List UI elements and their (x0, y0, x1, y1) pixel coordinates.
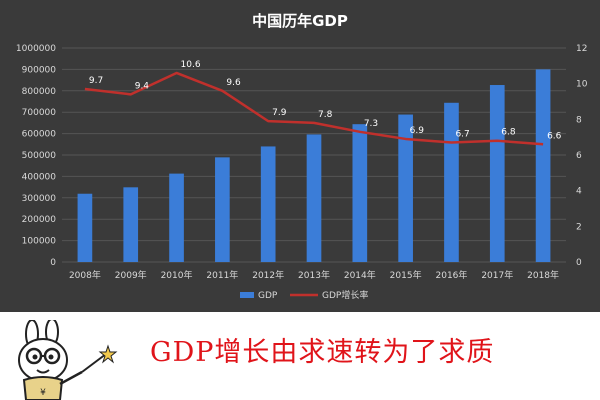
svg-text:¥: ¥ (40, 388, 46, 398)
y-left-tick-label: 700000 (22, 108, 57, 118)
gdp-bar (260, 146, 276, 262)
growth-line: 9.7 9.4 10.6 9.6 7.9 7.8 7.3 6.9 6.7 6.8 6.6 (84, 60, 562, 146)
y-left-tick-label: 400000 (22, 172, 57, 182)
legend-label-gdp: GDP (258, 291, 278, 301)
gdp-bar (444, 102, 459, 262)
growth-data-label: 9.6 (226, 78, 241, 88)
y-right-tick-label: 4 (576, 187, 582, 197)
y-left-tick-label: 0 (50, 258, 56, 268)
gdp-bars (77, 69, 551, 263)
x-tick-label: 2013年 (298, 269, 330, 281)
legend-swatch-gdp (240, 292, 254, 298)
y-right-tick-label: 6 (576, 151, 582, 161)
chart-title: 中国历年GDP (252, 12, 348, 30)
x-tick-label: 2009年 (115, 269, 147, 281)
gdp-bar (398, 114, 413, 262)
y-left-tick-label: 1000000 (16, 44, 56, 54)
growth-rate-line (84, 71, 544, 146)
growth-data-label: 9.4 (135, 81, 150, 91)
y-right-tick-label: 2 (576, 222, 582, 232)
growth-data-label: 7.8 (318, 110, 333, 120)
gdp-bar (306, 134, 322, 262)
growth-data-label: 7.9 (272, 108, 287, 118)
caption-text: GDP增长由求速转为了求质 (150, 337, 495, 368)
legend-label-growth: GDP增长率 (322, 289, 368, 301)
x-tick-label: 2008年 (69, 269, 101, 281)
x-tick-label: 2015年 (390, 269, 422, 281)
y-right-tick-label: 12 (576, 44, 587, 54)
caption-area: ¥ GDP增长由求速转为了求质 (0, 312, 600, 400)
axis-labels: 0 100000 200000 300000 400000 500000 600000 700… (16, 44, 588, 281)
y-left-tick-label: 800000 (22, 87, 57, 97)
y-right-tick-label: 0 (576, 258, 582, 268)
gdp-bar (169, 173, 184, 262)
y-left-tick-label: 600000 (22, 130, 57, 140)
growth-data-label: 6.8 (501, 128, 516, 138)
growth-data-label: 10.6 (181, 60, 201, 70)
gdp-bar (215, 157, 230, 262)
growth-data-label: 9.7 (89, 76, 103, 86)
x-tick-label: 2014年 (344, 269, 376, 281)
y-right-tick-label: 8 (576, 115, 582, 125)
chart-panel: 中国历年GDP 9.7 9.4 10.6 9.6 7.9 7.8 7.3 6.9 6.7 6.8 6… (0, 0, 600, 312)
gdp-bar (77, 193, 93, 262)
growth-data-label: 6.7 (455, 130, 469, 140)
mascot-illustration: ¥ (18, 320, 118, 400)
x-tick-label: 2018年 (527, 269, 559, 281)
x-tick-label: 2012年 (252, 269, 284, 281)
y-left-tick-label: 200000 (22, 215, 57, 225)
gdp-bar (352, 124, 368, 263)
y-right-tick-label: 10 (576, 80, 588, 90)
growth-data-label: 6.9 (410, 126, 425, 136)
gdp-chart: 中国历年GDP 9.7 9.4 10.6 9.6 7.9 7.8 7.3 6.9 6.7 6.8 6… (16, 12, 588, 301)
gdp-bar (489, 85, 505, 262)
gdp-bar (123, 187, 139, 262)
y-left-tick-label: 500000 (22, 151, 57, 161)
chart-legend: GDP GDP增长率 (240, 289, 368, 301)
x-tick-label: 2017年 (481, 269, 513, 281)
x-tick-label: 2010年 (161, 269, 193, 281)
growth-data-label: 6.6 (547, 131, 562, 141)
y-left-tick-label: 100000 (22, 237, 57, 247)
growth-data-label: 7.3 (364, 119, 378, 129)
y-left-tick-label: 300000 (22, 194, 57, 204)
gdp-bar (535, 69, 551, 263)
x-tick-label: 2011年 (206, 269, 238, 281)
y-left-tick-label: 900000 (22, 65, 57, 75)
x-tick-label: 2016年 (436, 269, 468, 281)
